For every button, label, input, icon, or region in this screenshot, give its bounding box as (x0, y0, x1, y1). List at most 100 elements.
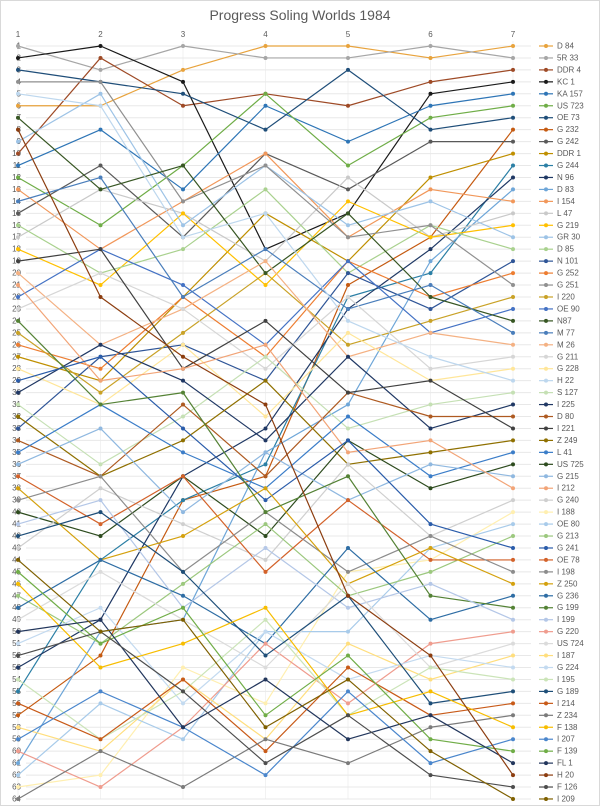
legend-item-N-101[interactable]: N 101 (539, 257, 579, 266)
legend-item-G-211[interactable]: G 211 (539, 352, 579, 361)
legend-item-G-199[interactable]: G 199 (539, 603, 579, 612)
series-point-H-22 (16, 91, 20, 96)
series-point-I-198 (16, 498, 20, 503)
series-point-H-20 (263, 402, 268, 407)
series-point-I-195 (263, 617, 268, 622)
series-point-Z-234 (263, 737, 268, 742)
legend-item-H-20[interactable]: H 20 (539, 771, 574, 780)
series-point-M-26 (16, 271, 20, 276)
legend-item-GR-30[interactable]: GR 30 (539, 233, 581, 242)
legend-item-G-220[interactable]: G 220 (539, 627, 579, 636)
series-point-I-207 (263, 773, 268, 778)
legend-item-Z-250[interactable]: Z 250 (539, 579, 578, 588)
legend-item-D-85[interactable]: D 85 (539, 245, 574, 254)
legend-item-S-127[interactable]: S 127 (539, 388, 578, 397)
series-point-I-199 (511, 617, 515, 622)
legend-item-G-224[interactable]: G 224 (539, 663, 579, 672)
legend-item-I-214[interactable]: I 214 (539, 699, 575, 708)
series-point-I-212 (511, 486, 515, 491)
legend-item-G-213[interactable]: G 213 (539, 532, 579, 541)
legend-item-G-228[interactable]: G 228 (539, 364, 579, 373)
series-point-D-80 (263, 474, 268, 479)
legend-item-I-195[interactable]: I 195 (539, 675, 575, 684)
legend-item-US-723[interactable]: US 723 (539, 101, 584, 110)
series-point-DDR-1 (16, 354, 20, 359)
legend-item-KC-1[interactable]: KC 1 (539, 77, 575, 86)
legend-item-D-83[interactable]: D 83 (539, 185, 574, 194)
series-point-FL-1 (16, 629, 20, 634)
series-point-US-725 (98, 534, 103, 539)
legend-item-F-138[interactable]: F 138 (539, 723, 578, 732)
legend-item-DDR-1[interactable]: DDR 1 (539, 149, 582, 158)
legend-item-M-77[interactable]: M 77 (539, 328, 575, 337)
legend-item-I-212[interactable]: I 212 (539, 484, 575, 493)
legend-item-G-244[interactable]: G 244 (539, 161, 579, 170)
series-point-OE-78 (511, 557, 515, 562)
legend-item-FL-1[interactable]: FL 1 (539, 759, 573, 768)
legend-item-Z-249[interactable]: Z 249 (539, 436, 578, 445)
legend-item-I-188[interactable]: I 188 (539, 508, 575, 517)
series-point-N87 (428, 294, 433, 299)
legend-item-G-240[interactable]: G 240 (539, 496, 579, 505)
legend-item-G-251[interactable]: G 251 (539, 281, 579, 290)
legend-item-L-41[interactable]: L 41 (539, 448, 573, 457)
x-tick-label: 4 (263, 30, 268, 39)
legend-item-I-207[interactable]: I 207 (539, 735, 575, 744)
legend-item-OE-90[interactable]: OE 90 (539, 304, 580, 313)
legend-item-L-47[interactable]: L 47 (539, 209, 573, 218)
legend-item-KA-157[interactable]: KA 157 (539, 89, 583, 98)
legend-item-F-126[interactable]: F 126 (539, 783, 578, 792)
legend-item-DDR-4[interactable]: DDR 4 (539, 65, 582, 74)
legend-item-I-199[interactable]: I 199 (539, 615, 575, 624)
legend-item-I-225[interactable]: I 225 (539, 400, 575, 409)
legend-item-G-241[interactable]: G 241 (539, 543, 579, 552)
legend-item-US-724[interactable]: US 724 (539, 639, 584, 648)
legend-item-G-242[interactable]: G 242 (539, 137, 579, 146)
legend-item-I-154[interactable]: I 154 (539, 197, 575, 206)
series-point-I-212 (98, 378, 103, 383)
legend-item-I-220[interactable]: I 220 (539, 292, 575, 301)
legend-item-G-215[interactable]: G 215 (539, 472, 579, 481)
legend-item-OE-80[interactable]: OE 80 (539, 520, 580, 529)
legend-label: I 195 (557, 675, 575, 684)
legend-item-G-252[interactable]: G 252 (539, 269, 579, 278)
legend-label: G 240 (557, 496, 579, 505)
legend-item-OE-73[interactable]: OE 73 (539, 113, 580, 122)
legend-item-N87[interactable]: N87 (539, 316, 572, 325)
legend-item-M-26[interactable]: M 26 (539, 340, 575, 349)
legend-item-H-22[interactable]: H 22 (539, 376, 574, 385)
legend-item-Z-234[interactable]: Z 234 (539, 711, 578, 720)
legend-item-I-209[interactable]: I 209 (539, 794, 575, 803)
series-point-KA-157 (428, 103, 433, 108)
legend-item-N-96[interactable]: N 96 (539, 173, 574, 182)
legend-item-F-139[interactable]: F 139 (539, 747, 578, 756)
series-point-G-224 (181, 701, 185, 706)
legend-item-D-80[interactable]: D 80 (539, 412, 574, 421)
legend-item-G-232[interactable]: G 232 (539, 125, 579, 134)
series-point-D-83 (428, 259, 433, 264)
series-point-H-20 (16, 127, 20, 132)
legend-item-G-236[interactable]: G 236 (539, 591, 579, 600)
series-point-GR-30 (16, 139, 20, 144)
series-point-H-22 (98, 103, 103, 108)
legend-item-G-219[interactable]: G 219 (539, 221, 579, 230)
legend-item-5R-33[interactable]: 5R 33 (539, 53, 579, 62)
legend-item-G-189[interactable]: G 189 (539, 687, 579, 696)
series-point-L-47 (346, 175, 350, 180)
series-point-D-84 (346, 44, 350, 48)
legend-label: GR 30 (557, 233, 581, 242)
series-point-N-101 (346, 271, 350, 276)
series-point-L-41 (346, 414, 350, 419)
legend-item-OE-78[interactable]: OE 78 (539, 555, 580, 564)
legend-item-I-198[interactable]: I 198 (539, 567, 575, 576)
legend-marker-dot (544, 474, 548, 479)
legend-marker-dot (544, 79, 548, 84)
legend-label: DDR 1 (557, 149, 582, 158)
series-point-G-199 (346, 474, 350, 479)
legend-item-I-187[interactable]: I 187 (539, 651, 575, 660)
legend-item-US-725[interactable]: US 725 (539, 460, 584, 469)
legend-item-D-84[interactable]: D 84 (539, 42, 574, 51)
legend-item-I-221[interactable]: I 221 (539, 424, 575, 433)
series-point-N87 (263, 271, 268, 276)
series-point-G-241 (16, 378, 20, 383)
